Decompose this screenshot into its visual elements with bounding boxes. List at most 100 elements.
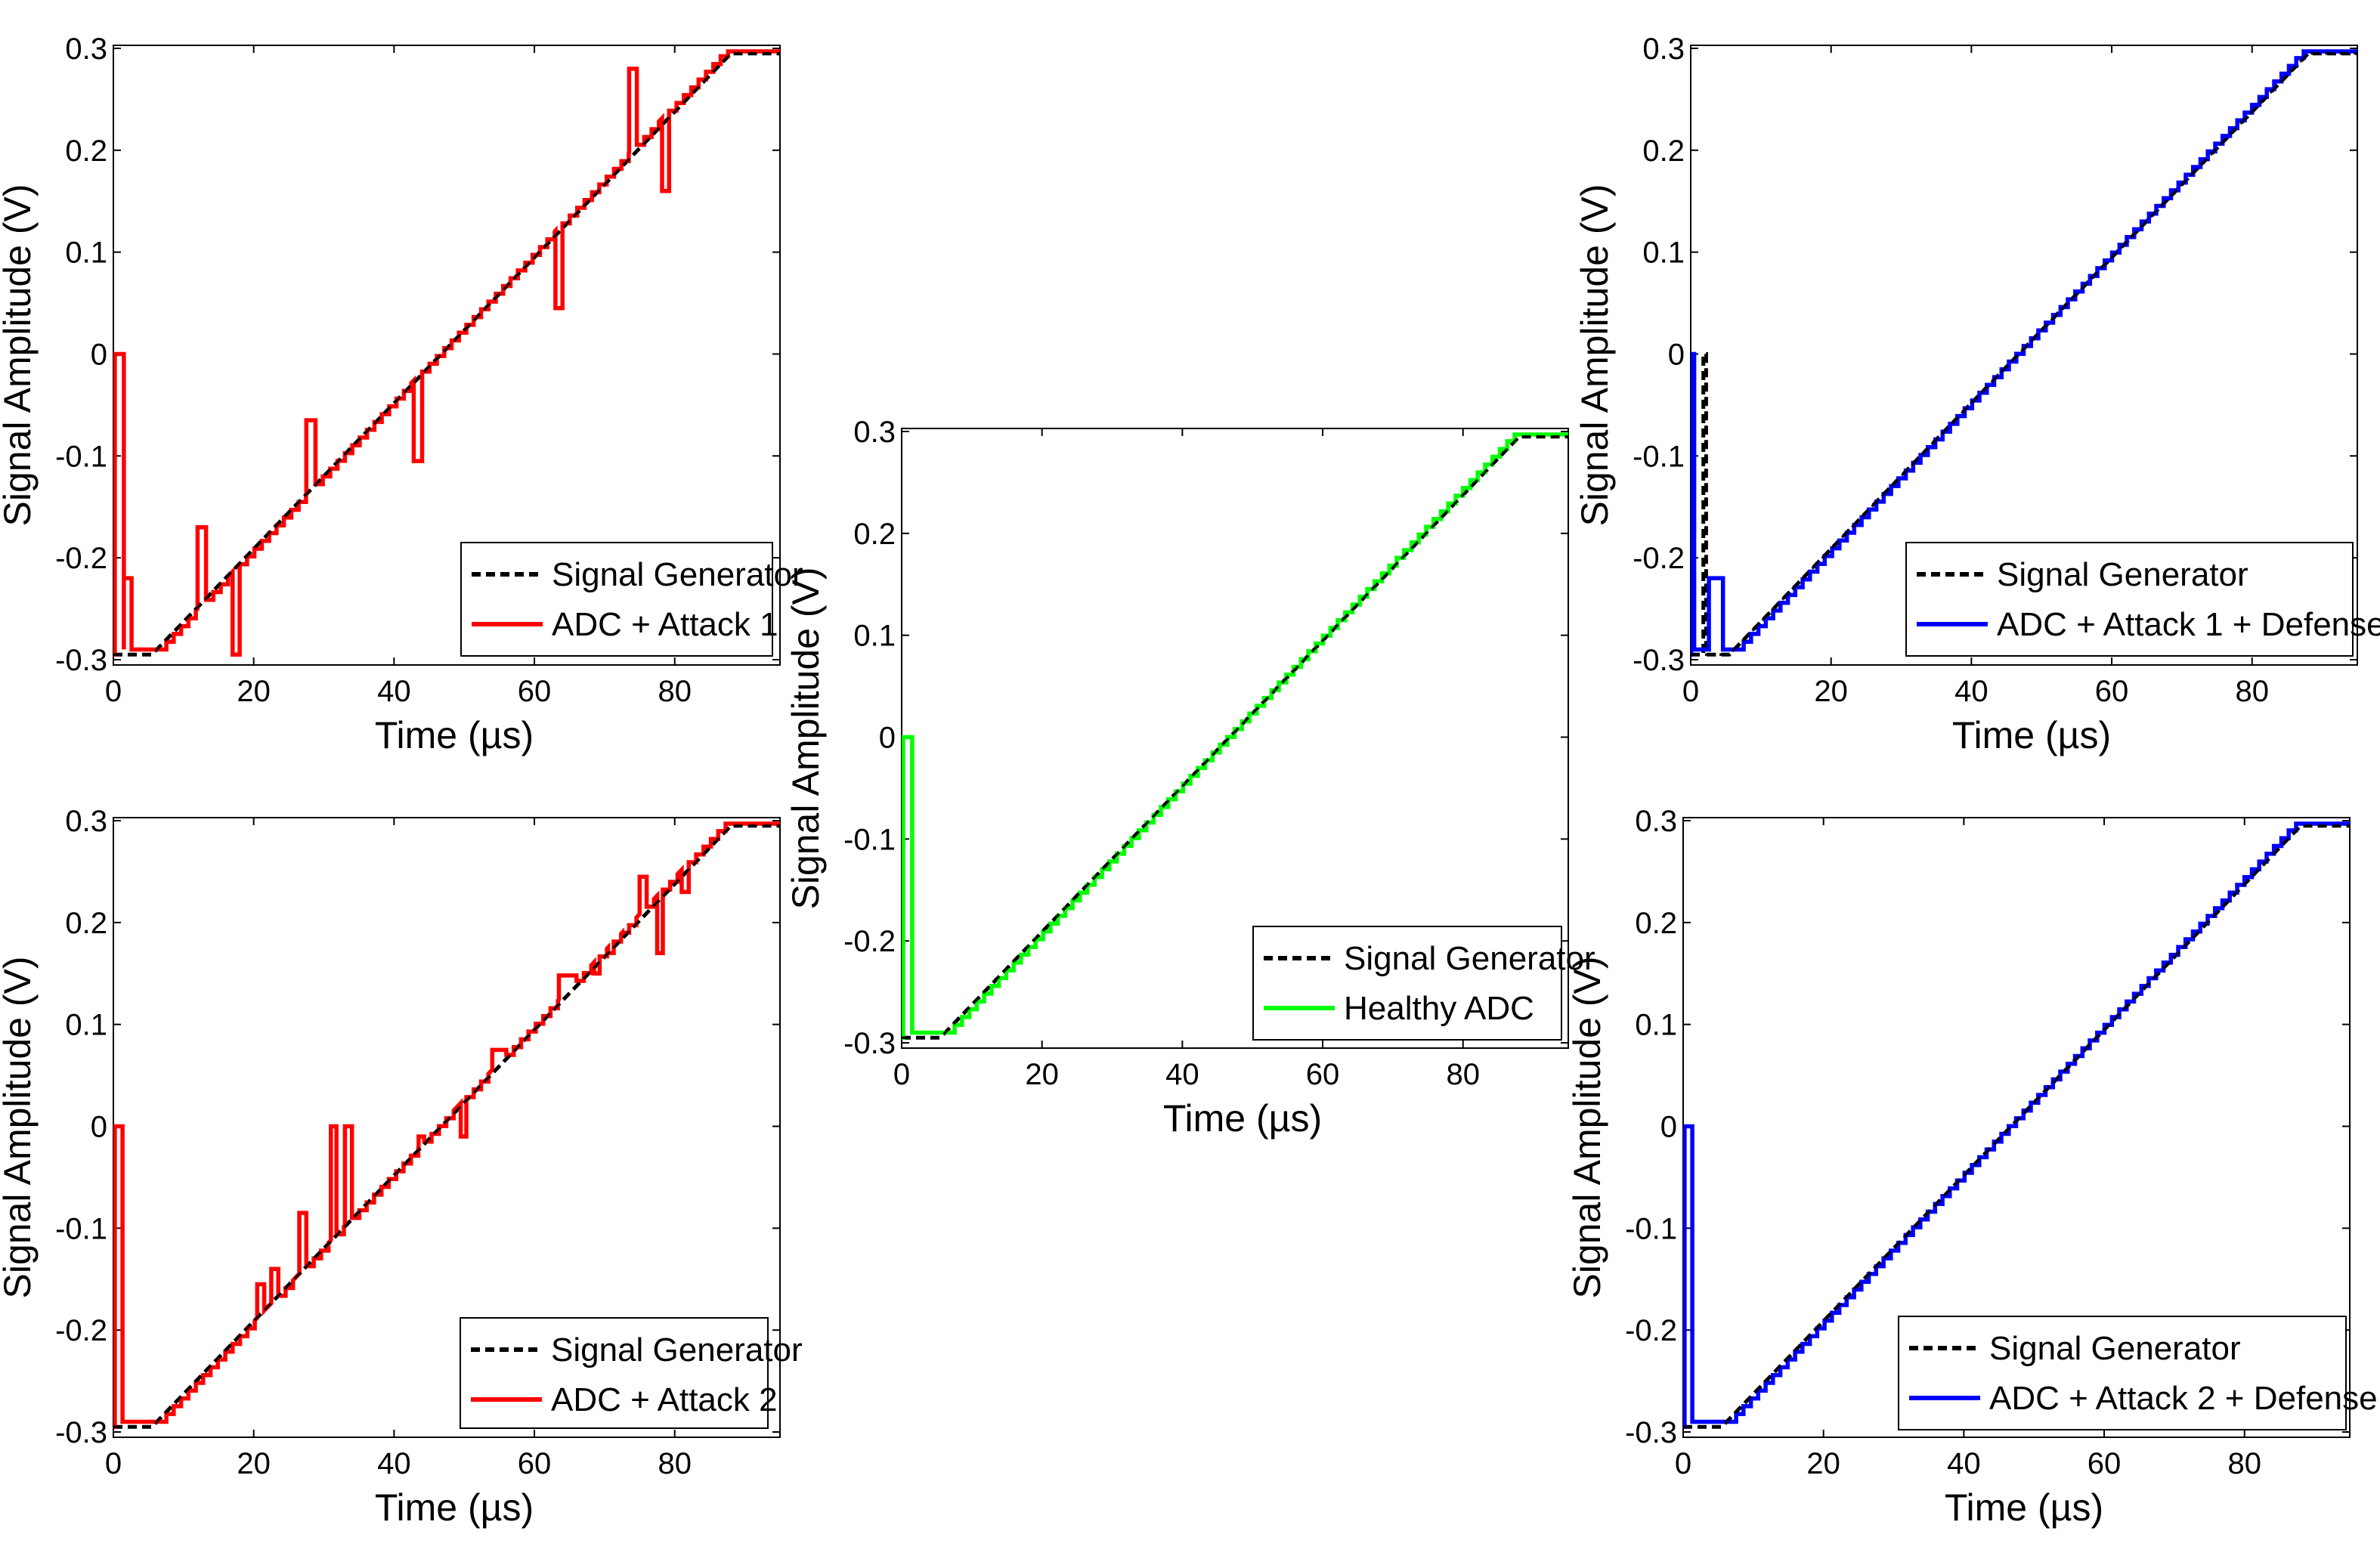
legend-label: ADC + Attack 2 + Defense 2 (1989, 1380, 2380, 1417)
y-tick-label: -0.3 (1633, 644, 1685, 677)
legend-box (1898, 1316, 2347, 1430)
y-tick-label: 0.2 (1635, 907, 1677, 940)
x-tick-label: 20 (237, 1447, 271, 1480)
legend: Signal Generator ADC + Attack 1 + Defense… (1905, 542, 2380, 657)
y-tick-label: -0.2 (1633, 542, 1685, 575)
y-axis-label: Signal Amplitude (V) (0, 956, 39, 1298)
x-axis-label: Time (µs) (1163, 1097, 1322, 1140)
x-tick-label: 40 (377, 1447, 411, 1480)
y-tick-label: 0.1 (853, 620, 896, 653)
x-tick-label: 20 (1806, 1447, 1840, 1480)
x-tick-label: 80 (2227, 1447, 2261, 1480)
x-tick-label: 20 (1814, 675, 1848, 708)
chart-top-right: 0 20 40 60 80 -0.3 -0.2 -0.1 0 0.1 0.2 0.3 Time (µs)… (1574, 32, 2380, 756)
x-tick-label: 20 (237, 675, 271, 708)
legend-label: ADC + Attack 2 (551, 1381, 778, 1418)
plot-area (1683, 821, 2350, 1430)
legend-label: ADC + Attack 1 + Defense 1 (1997, 606, 2380, 643)
y-tick-label: -0.2 (843, 925, 896, 958)
y-tick-label: 0.2 (1642, 135, 1685, 168)
legend-label: Healthy ADC (1344, 990, 1534, 1027)
y-tick-label: 0 (1660, 1111, 1677, 1144)
y-tick-label: -0.3 (55, 644, 107, 677)
y-tick-label: 0 (91, 1111, 107, 1144)
plot-area (902, 432, 1568, 1041)
chart-bottom-right: 0 20 40 60 80 -0.3 -0.2 -0.1 0 0.1 0.2 0.3 Time (µs)… (1566, 805, 2380, 1529)
plot-area (113, 821, 780, 1430)
x-tick-label: 0 (105, 1447, 122, 1480)
y-tick-label: -0.3 (55, 1416, 107, 1449)
x-tick-label: 80 (2235, 675, 2269, 708)
y-tick-label: -0.1 (55, 1212, 107, 1245)
legend-label: Signal Generator (1997, 556, 2248, 593)
legend-box (460, 542, 773, 657)
x-axis-label: Time (µs) (375, 714, 534, 756)
y-tick-label: 0 (91, 339, 107, 372)
y-tick-label: -0.3 (843, 1027, 896, 1060)
chart-middle: 0 20 40 60 80 -0.3 -0.2 -0.1 0 0.1 0.2 0.3 Time (µs)… (785, 416, 1595, 1140)
y-tick-label: 0.2 (65, 907, 107, 940)
series-line (113, 49, 780, 657)
legend-label: Signal Generator (1989, 1330, 2241, 1367)
legend-label: Signal Generator (1344, 940, 1595, 977)
x-axis-label: Time (µs) (1952, 714, 2111, 756)
y-tick-label: 0.1 (1642, 237, 1685, 270)
chart-bottom-left: 0 20 40 60 80 -0.3 -0.2 -0.1 0 0.1 0.2 0.3 Time (µs)… (0, 805, 803, 1529)
x-tick-label: 80 (658, 675, 692, 708)
x-tick-label: 40 (377, 675, 411, 708)
y-axis-label: Signal Amplitude (V) (1574, 184, 1616, 526)
y-axis-label: Signal Amplitude (V) (1566, 956, 1608, 1298)
x-tick-label: 40 (1954, 675, 1988, 708)
legend-box (1252, 926, 1562, 1041)
y-tick-label: -0.1 (1625, 1212, 1677, 1245)
x-tick-label: 60 (518, 675, 552, 708)
legend: Signal Generator Healthy ADC (1252, 926, 1595, 1041)
x-tick-label: 0 (1675, 1447, 1691, 1480)
x-tick-label: 20 (1025, 1058, 1059, 1091)
y-tick-label: 0 (1668, 339, 1685, 372)
legend-label: Signal Generator (552, 556, 803, 593)
legend-label: Signal Generator (551, 1331, 803, 1369)
legend-label: ADC + Attack 1 (552, 606, 778, 643)
y-tick-label: 0.1 (65, 1009, 107, 1042)
x-tick-label: 40 (1947, 1447, 1981, 1480)
y-tick-label: 0.1 (1635, 1009, 1677, 1042)
x-tick-label: 0 (105, 675, 122, 708)
y-axis-label: Signal Amplitude (V) (0, 184, 39, 526)
x-tick-label: 60 (518, 1447, 552, 1480)
y-tick-label: 0.3 (1635, 805, 1677, 838)
y-tick-label: -0.3 (1625, 1416, 1677, 1449)
chart-top-left: 0 20 40 60 80 -0.3 -0.2 -0.1 0 0.1 0.2 0.3 Time (µs)… (0, 32, 803, 756)
y-tick-label: -0.1 (843, 823, 896, 856)
y-tick-label: -0.1 (1633, 440, 1685, 473)
legend-box (460, 1317, 769, 1429)
plot-area (113, 49, 780, 657)
y-tick-label: -0.2 (55, 542, 107, 575)
x-tick-label: 0 (893, 1058, 910, 1091)
y-axis-label: Signal Amplitude (V) (785, 567, 827, 909)
x-axis-label: Time (µs) (1945, 1486, 2103, 1529)
y-tick-label: -0.1 (55, 440, 107, 473)
x-tick-label: 80 (658, 1447, 692, 1480)
y-tick-label: 0.3 (853, 416, 896, 449)
legend: Signal Generator ADC + Attack 2 + Defense… (1898, 1316, 2380, 1430)
y-tick-label: 0.3 (65, 32, 107, 66)
y-tick-label: 0.2 (65, 135, 107, 168)
legend: Signal Generator ADC + Attack 1 (460, 542, 803, 657)
legend: Signal Generator ADC + Attack 2 (460, 1317, 803, 1429)
x-tick-label: 80 (1446, 1058, 1480, 1091)
y-tick-label: 0.1 (65, 237, 107, 270)
y-tick-label: 0.3 (65, 805, 107, 838)
plot-area (1691, 49, 2357, 657)
x-tick-label: 0 (1682, 675, 1699, 708)
series-line (1691, 49, 2357, 657)
x-tick-label: 60 (2088, 1447, 2122, 1480)
y-tick-label: -0.2 (1625, 1314, 1677, 1347)
y-tick-label: -0.2 (55, 1314, 107, 1347)
x-axis-label: Time (µs) (375, 1486, 534, 1529)
x-tick-label: 60 (2095, 675, 2129, 708)
y-tick-label: 0 (879, 722, 896, 755)
x-tick-label: 40 (1165, 1058, 1199, 1091)
x-tick-label: 60 (1306, 1058, 1340, 1091)
